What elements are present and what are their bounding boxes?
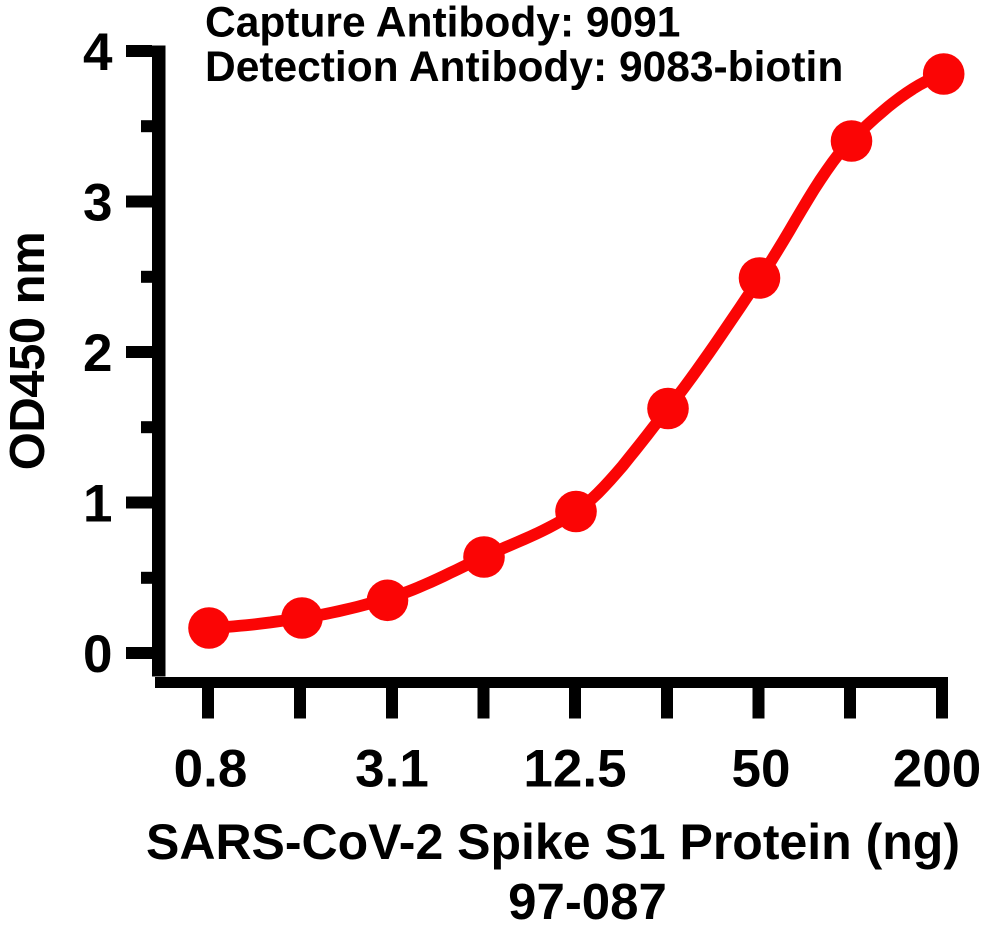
svg-text:50: 50 xyxy=(732,740,791,799)
svg-text:0: 0 xyxy=(83,625,112,684)
svg-text:200: 200 xyxy=(893,740,981,799)
svg-text:4: 4 xyxy=(83,23,113,82)
svg-text:2: 2 xyxy=(83,324,112,383)
svg-text:3.1: 3.1 xyxy=(355,740,429,799)
svg-text:SARS-CoV-2 Spike S1 Protein (n: SARS-CoV-2 Spike S1 Protein (ng) xyxy=(146,814,960,870)
svg-text:3: 3 xyxy=(83,174,112,233)
svg-text:Capture Antibody: 9091: Capture Antibody: 9091 xyxy=(205,0,680,47)
svg-text:Detection Antibody: 9083-bioti: Detection Antibody: 9083-biotin xyxy=(205,44,843,91)
svg-text:97-087: 97-087 xyxy=(508,873,667,930)
svg-text:12.5: 12.5 xyxy=(523,740,626,799)
svg-text:1: 1 xyxy=(83,475,112,534)
svg-text:0.8: 0.8 xyxy=(174,740,248,799)
svg-text:OD450 nm: OD450 nm xyxy=(1,232,55,470)
